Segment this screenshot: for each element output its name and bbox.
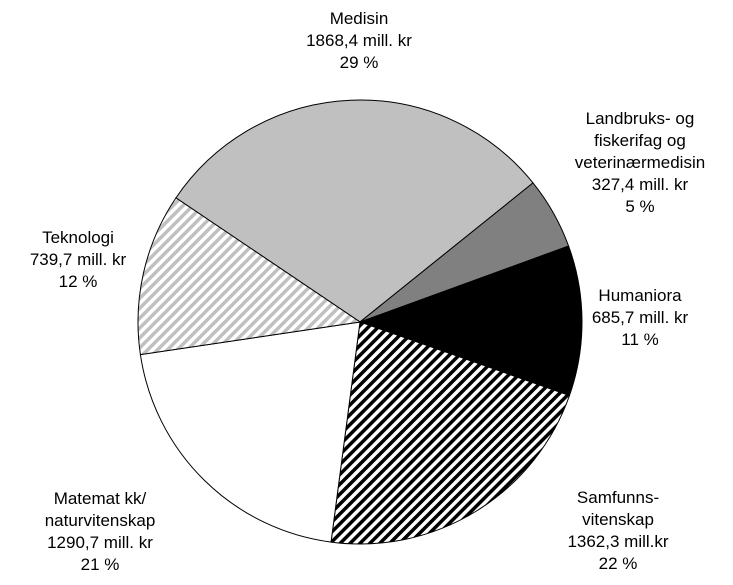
slice-name: Medisin [329, 9, 389, 28]
pie-slice [137, 197, 362, 356]
slice-label: Samfunns- vitenskap 1362,3 mill.kr 22 % [567, 487, 668, 575]
slice-share: 12 % [58, 272, 98, 291]
slice-value: 685,7 mill. kr [591, 308, 689, 327]
slice-value: 1362,3 mill.kr [567, 532, 669, 551]
slice-name: Teknologi [42, 228, 114, 247]
slice-label: Humaniora 685,7 mill. kr 11 % [592, 285, 688, 351]
slice-share: 5 % [625, 197, 655, 216]
slice-label: Teknologi 739,7 mill. kr 12 % [30, 227, 126, 293]
slice-share: 29 % [339, 53, 379, 72]
pie-slice [330, 321, 571, 545]
slice-name: Matemat kk/ naturvitenskap [44, 489, 156, 530]
slice-name: Humaniora [598, 286, 682, 305]
pie-slice [139, 321, 361, 543]
slice-share: 11 % [621, 330, 659, 349]
slice-value: 1868,4 mill. kr [306, 31, 412, 50]
slice-share: 22 % [598, 554, 638, 573]
pie-slice [358, 245, 583, 397]
slice-share: 21 % [80, 555, 120, 574]
slice-label: Matemat kk/ naturvitenskap 1290,7 mill. k… [45, 488, 156, 576]
slice-value: 327,4 mill. kr [591, 175, 689, 194]
slice-name: Samfunns- vitenskap [576, 488, 660, 529]
slice-label: Medisin 1868,4 mill. kr 29 % [306, 8, 412, 74]
pie-slice [175, 99, 534, 323]
slice-name: Landbruks- og fiskerifag og veterinærmed… [574, 109, 706, 172]
slice-value: 739,7 mill. kr [29, 250, 127, 269]
slice-label: Landbruks- og fiskerifag og veterinærmed… [575, 108, 705, 218]
slice-value: 1290,7 mill. kr [47, 533, 153, 552]
